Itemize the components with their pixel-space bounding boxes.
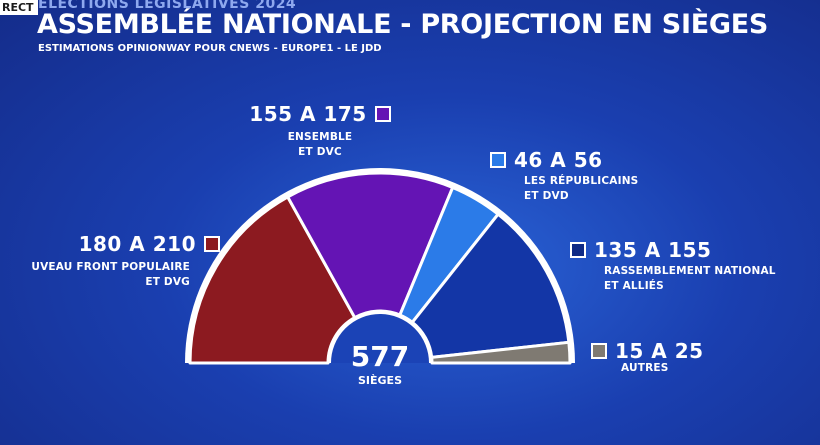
- total-seats-value: 577: [350, 340, 410, 373]
- total-seats-label: SIÈGES: [358, 374, 402, 387]
- legend-item-rn: 135 A 155 RASSEMBLEMENT NATIONAL ET ALLI…: [570, 238, 820, 294]
- legend-range-autres: 15 A 25: [615, 339, 704, 363]
- legend-swatch-lr: [490, 151, 506, 168]
- legend-name-nfp: UVEAU FRONT POPULAIRE: [31, 261, 190, 273]
- legend-name-lr: LES RÉPUBLICAINS: [524, 175, 639, 187]
- legend-swatch-ensemble: [374, 105, 391, 122]
- legend-item-lr: 46 A 56 LES RÉPUBLICAINS ET DVD: [490, 148, 690, 204]
- legend-name-autres: AUTRES: [621, 362, 669, 374]
- legend-item-nfp: 180 A 210 UVEAU FRONT POPULAIRE ET DVG: [20, 232, 220, 290]
- legend-name-rn: RASSEMBLEMENT NATIONAL: [604, 265, 776, 277]
- legend-swatch-rn: [570, 241, 586, 258]
- hemicycle-center: [327, 310, 433, 364]
- legend-range-lr: 46 A 56: [514, 148, 603, 172]
- legend-range-rn: 135 A 155: [594, 238, 712, 262]
- legend-swatch-nfp: [204, 235, 220, 252]
- page-title: ASSEMBLÉE NATIONALE - PROJECTION EN SIÈG…: [37, 9, 768, 40]
- legend-item-autres: 15 A 25 AUTRES: [591, 339, 791, 376]
- legend-sub-ensemble: ET DVC: [298, 146, 342, 158]
- legend-item-ensemble: 155 A 175 ENSEMBLE ET DVC: [220, 102, 420, 160]
- legend-range-ensemble: 155 A 175: [249, 102, 367, 126]
- election-kicker: ÉLECTIONS LÉGISLATIVES 2024: [38, 0, 297, 12]
- legend-sub-lr: ET DVD: [524, 190, 569, 202]
- live-tag: RECT: [0, 0, 38, 15]
- legend-name-ensemble: ENSEMBLE: [287, 131, 353, 143]
- legend-range-nfp: 180 A 210: [78, 232, 196, 256]
- page-subtitle: ESTIMATIONS OPINIONWAY POUR CNEWS - EURO…: [38, 43, 382, 54]
- legend-sub-nfp: ET DVG: [145, 276, 190, 288]
- legend-sub-rn: ET ALLIÉS: [604, 280, 664, 292]
- legend-swatch-autres: [591, 342, 607, 359]
